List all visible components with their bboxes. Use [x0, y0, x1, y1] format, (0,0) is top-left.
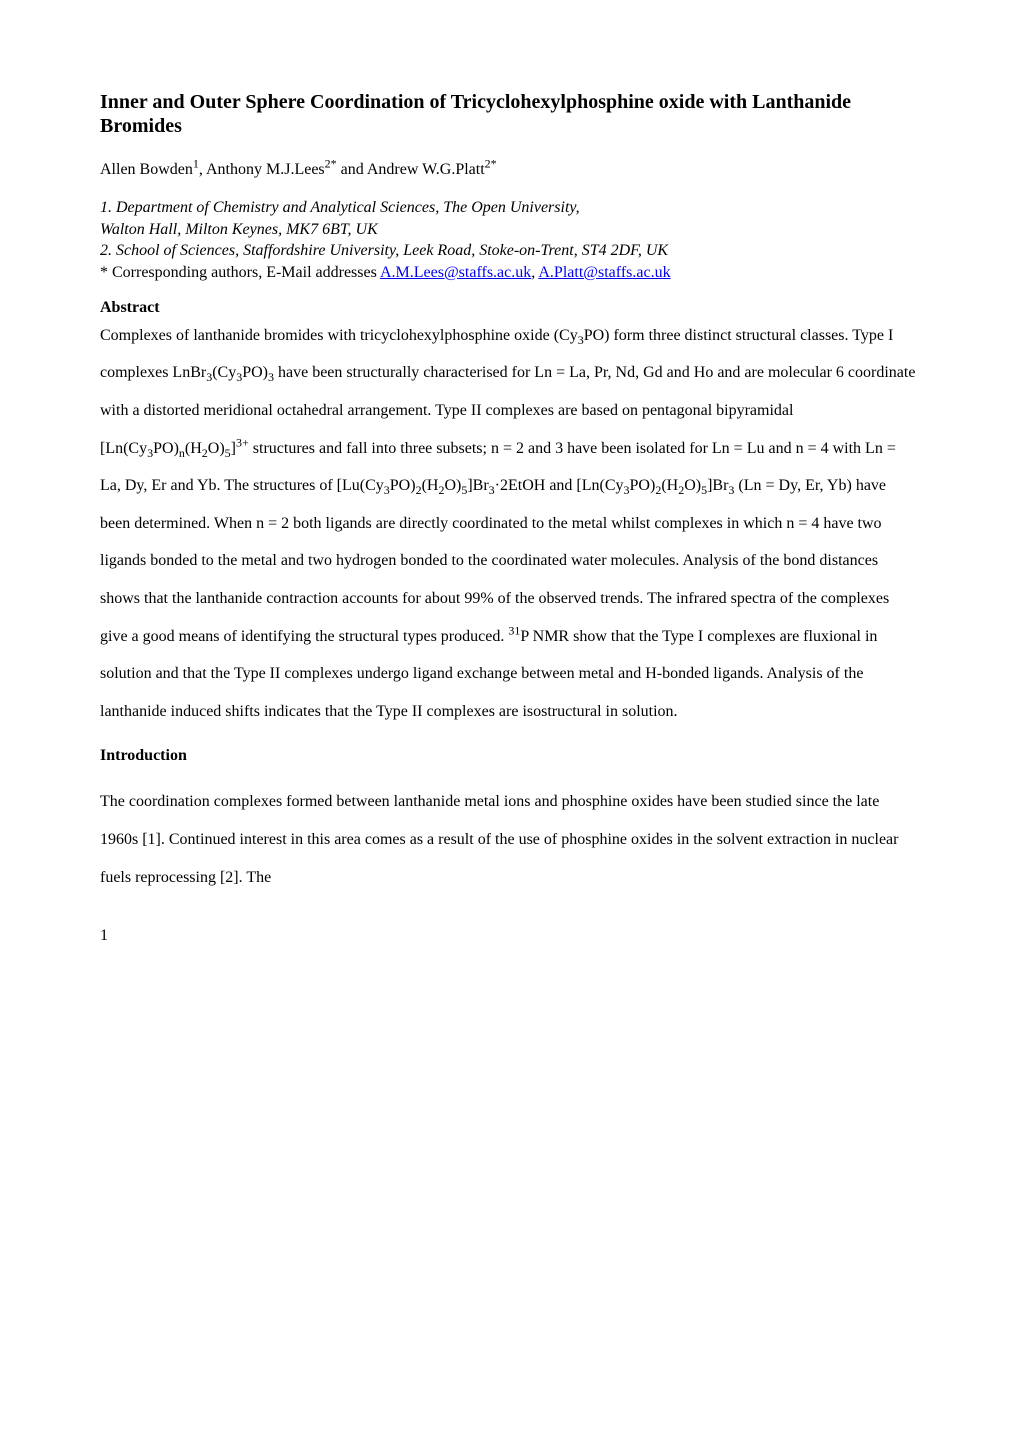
author-1-name: Allen Bowden: [100, 161, 193, 178]
abstract-t18: O): [684, 477, 701, 494]
abstract-t12: (H: [422, 477, 439, 494]
corresponding-line: * Corresponding authors, E-Mail addresse…: [100, 262, 920, 284]
abstract-t14: ]Br: [467, 477, 488, 494]
affiliation-1-line1: 1. Department of Chemistry and Analytica…: [100, 197, 920, 219]
author-3-name: Andrew W.G.Platt: [367, 161, 485, 178]
abstract-t15: ·2EtOH and [Ln(Cy: [495, 477, 624, 494]
abstract-t4: PO): [242, 364, 268, 381]
abstract-t1: Complexes of lanthanide bromides with tr…: [100, 327, 578, 344]
authors-line: Allen Bowden1, Anthony M.J.Lees2* and An…: [100, 160, 920, 179]
page-number: 1: [100, 926, 920, 945]
abstract-t3: (Cy: [212, 364, 236, 381]
author-sep-1: ,: [199, 161, 206, 178]
author-2-sup: 2*: [325, 157, 337, 171]
abstract-sup-31: 31: [508, 623, 520, 637]
affiliation-2: 2. School of Sciences, Staffordshire Uni…: [100, 240, 920, 262]
corresponding-email-1[interactable]: A.M.Lees@staffs.ac.uk: [380, 264, 531, 281]
paper-title: Inner and Outer Sphere Coordination of T…: [100, 90, 920, 138]
abstract-t19: ]Br: [707, 477, 728, 494]
author-2-name: Anthony M.J.Lees: [206, 161, 325, 178]
abstract-t20: (Ln = Dy, Er, Yb) have been determined. …: [100, 477, 889, 644]
corresponding-prefix: * Corresponding authors, E-Mail addresse…: [100, 264, 380, 281]
abstract-sup-3plus: 3+: [236, 435, 249, 449]
abstract-t8: O): [208, 440, 225, 457]
abstract-t13: O): [444, 477, 461, 494]
introduction-body: The coordination complexes formed betwee…: [100, 783, 920, 896]
abstract-t17: (H: [661, 477, 678, 494]
author-and: and: [337, 161, 367, 178]
introduction-heading: Introduction: [100, 746, 920, 765]
author-3-sup: 2*: [485, 157, 497, 171]
abstract-t6: PO): [153, 440, 179, 457]
abstract-heading: Abstract: [100, 298, 920, 317]
affiliations-block: 1. Department of Chemistry and Analytica…: [100, 197, 920, 283]
affiliation-1-line2: Walton Hall, Milton Keynes, MK7 6BT, UK: [100, 219, 920, 241]
abstract-body: Complexes of lanthanide bromides with tr…: [100, 317, 920, 731]
corresponding-email-2[interactable]: A.Platt@staffs.ac.uk: [538, 264, 670, 281]
abstract-t7: (H: [185, 440, 202, 457]
abstract-t16: PO): [630, 477, 656, 494]
abstract-t11: PO): [390, 477, 416, 494]
